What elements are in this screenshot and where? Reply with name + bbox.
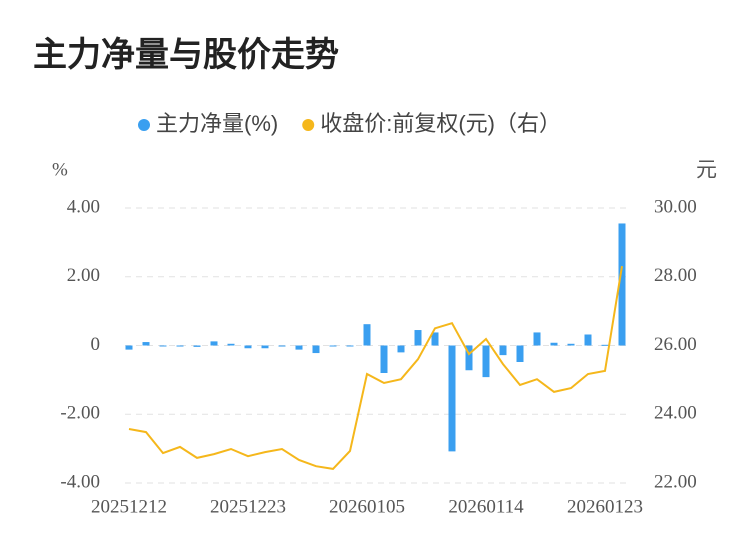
y-tick-label: 2.00 [67, 265, 100, 286]
x-tick-label: 20260114 [448, 496, 524, 517]
bar [448, 345, 456, 452]
bar [176, 345, 184, 347]
y2-axis-unit: 元 [696, 159, 717, 182]
x-tick-label: 20260105 [329, 496, 405, 517]
chart-title: 主力净量与股价走势 [33, 36, 339, 74]
y2-tick-label: 30.00 [654, 196, 697, 217]
bar [414, 330, 422, 346]
bar [278, 345, 286, 347]
bar [431, 332, 439, 346]
bar [482, 345, 490, 378]
legend-label: 收盘价:前复权(元)（右） [320, 111, 561, 136]
bar [499, 345, 507, 356]
bar [601, 344, 609, 346]
y2-tick-label: 22.00 [654, 471, 697, 492]
bar [193, 345, 201, 347]
bar [346, 345, 354, 347]
bar [261, 345, 269, 349]
bar [397, 345, 405, 353]
legend: 主力净量(%) 收盘价:前复权(元)（右） [138, 111, 561, 136]
legend-label: 主力净量(%) [156, 111, 278, 136]
y-axis-unit: % [52, 159, 68, 180]
y-tick-label: 4.00 [67, 196, 100, 217]
bar [295, 345, 303, 350]
bar [244, 345, 252, 349]
bar [142, 342, 150, 346]
price-line [128, 265, 623, 470]
legend-marker [302, 119, 315, 131]
bar [533, 332, 541, 346]
legend-marker [138, 119, 150, 131]
y-tick-label: -2.00 [60, 403, 100, 424]
bar [363, 324, 371, 346]
y-tick-label: -4.00 [60, 471, 100, 492]
x-tick-label: 20251223 [210, 496, 286, 517]
bar [584, 334, 592, 346]
bar [125, 345, 133, 350]
y2-tick-label: 26.00 [654, 334, 697, 355]
bar [550, 342, 558, 346]
x-tick-label: 20251212 [91, 496, 167, 517]
bar [380, 345, 388, 373]
bar [618, 223, 626, 346]
bar [312, 345, 320, 354]
bar [227, 343, 235, 346]
y2-tick-label: 24.00 [654, 403, 697, 424]
bar [516, 345, 524, 362]
y2-tick-label: 28.00 [654, 265, 697, 286]
x-tick-label: 20260123 [567, 496, 643, 517]
bar [159, 345, 167, 347]
bar [567, 343, 575, 346]
bar [210, 341, 218, 346]
bar [465, 345, 473, 371]
y-tick-label: 0 [91, 334, 101, 355]
bar [329, 345, 337, 347]
